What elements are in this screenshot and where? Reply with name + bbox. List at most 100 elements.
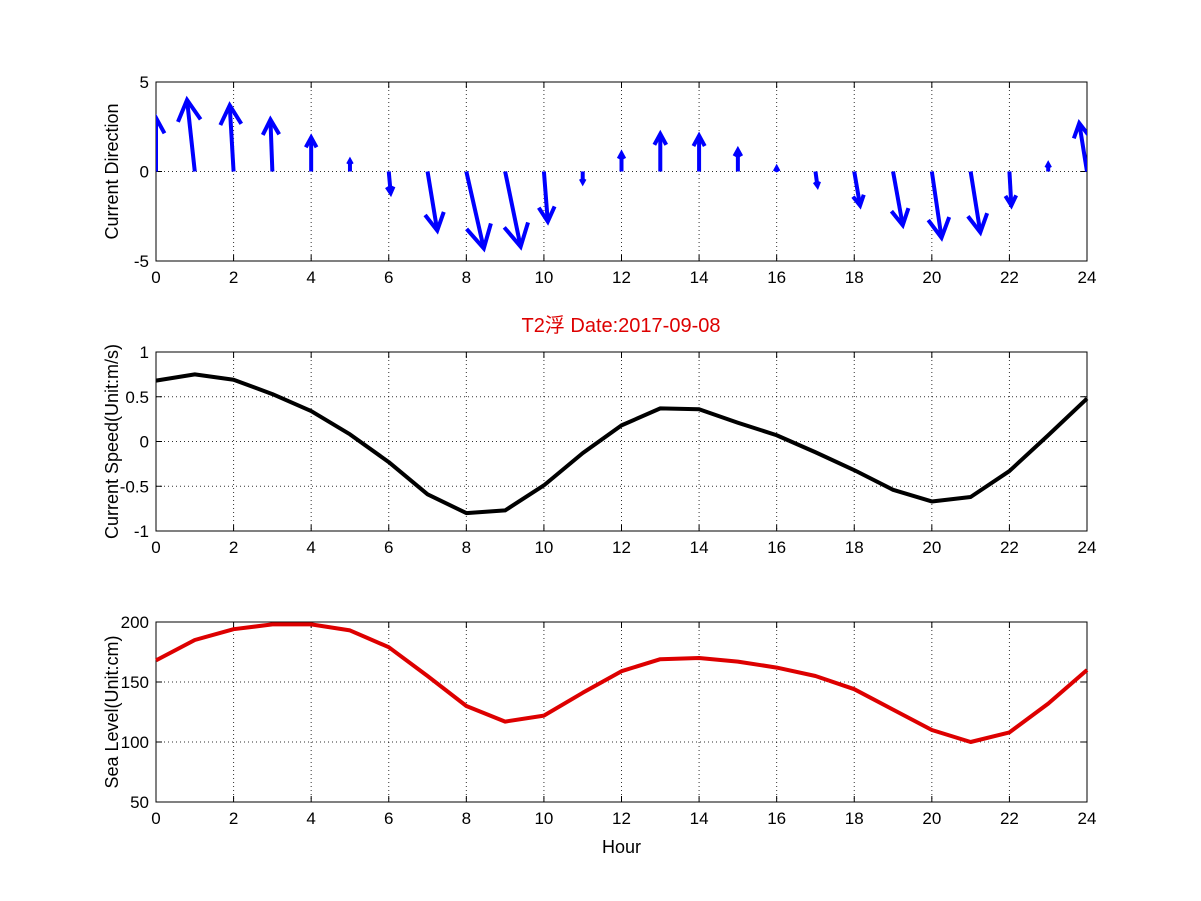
direction-y-axis-label: Current Direction <box>102 103 122 239</box>
direction-arrow <box>691 131 707 172</box>
direction-arrow <box>851 171 866 210</box>
sealevel-x-tick-label: 24 <box>1078 809 1097 828</box>
speed-x-tick-label: 6 <box>384 538 393 557</box>
direction-arrow-head <box>156 113 167 135</box>
direction-x-tick-label: 18 <box>845 268 864 287</box>
direction-x-tick-label: 2 <box>229 268 238 287</box>
sealevel-x-tick-label: 18 <box>845 809 864 828</box>
speed-y-axis-label: Current Speed(Unit:m/s) <box>102 344 122 539</box>
direction-arrow <box>966 171 990 237</box>
direction-arrow-head <box>502 221 530 251</box>
direction-arrow <box>579 171 587 187</box>
direction-arrow-shaft <box>464 171 486 249</box>
direction-arrow-shaft <box>541 171 550 222</box>
direction-arrow-head <box>176 95 203 123</box>
direction-arrow-head <box>537 205 557 226</box>
direction-arrow-head <box>346 156 354 166</box>
direction-arrow-shaft <box>1077 122 1087 172</box>
direction-arrow-shaft <box>268 119 275 172</box>
speed-x-tick-label: 16 <box>767 538 786 557</box>
sealevel-x-tick-label: 8 <box>462 809 471 828</box>
direction-arrow-shaft <box>891 171 905 226</box>
speed-x-tick-label: 14 <box>690 538 709 557</box>
speed-y-tick-label: -1 <box>134 522 149 541</box>
direction-arrow-shaft <box>929 171 944 239</box>
direction-arrow-head <box>385 185 396 198</box>
sealevel-y-tick-label: 50 <box>130 793 149 812</box>
direction-arrow <box>616 149 627 172</box>
direction-x-tick-label: 16 <box>767 268 786 287</box>
sealevel-x-tick-label: 2 <box>229 809 238 828</box>
direction-arrow <box>1003 171 1018 210</box>
direction-arrow <box>926 171 952 242</box>
direction-arrow <box>304 133 319 172</box>
direction-arrow-head <box>732 145 744 158</box>
direction-arrow <box>260 115 281 172</box>
direction-y-tick-label: -5 <box>134 252 149 271</box>
direction-y-tick-label: 5 <box>140 73 149 92</box>
direction-arrow-head <box>966 212 990 237</box>
sealevel-x-axis-label: Hour <box>602 837 641 857</box>
direction-arrow <box>812 171 821 190</box>
sealevel-x-tick-label: 4 <box>306 809 315 828</box>
speed-x-tick-label: 0 <box>151 538 160 557</box>
direction-arrow-shaft <box>968 171 983 233</box>
direction-x-tick-label: 12 <box>612 268 631 287</box>
direction-arrow-shaft <box>185 99 197 172</box>
speed-x-tick-label: 22 <box>1000 538 1019 557</box>
speed-x-tick-label: 12 <box>612 538 631 557</box>
direction-arrow-head <box>652 129 668 146</box>
direction-arrow-head <box>772 163 781 173</box>
direction-x-tick-label: 6 <box>384 268 393 287</box>
direction-arrow <box>385 171 396 198</box>
speed-x-tick-label: 8 <box>462 538 471 557</box>
direction-arrows <box>156 95 1087 253</box>
direction-arrow <box>652 129 668 172</box>
direction-arrow-head <box>889 207 911 230</box>
direction-x-tick-label: 14 <box>690 268 709 287</box>
direction-arrow <box>1044 160 1052 172</box>
direction-arrow-shaft <box>227 105 236 172</box>
sealevel-x-tick-label: 10 <box>534 809 553 828</box>
direction-arrow-head <box>304 133 319 149</box>
sealevel-x-tick-label: 6 <box>384 809 393 828</box>
direction-x-tick-label: 10 <box>534 268 553 287</box>
direction-arrow <box>502 171 530 251</box>
direction-arrow <box>772 163 781 173</box>
direction-x-tick-label: 20 <box>922 268 941 287</box>
direction-arrow <box>346 156 354 172</box>
direction-arrow <box>537 171 557 226</box>
speed-y-tick-label: 0.5 <box>125 388 149 407</box>
direction-arrow <box>464 171 493 253</box>
direction-x-tick-label: 0 <box>151 268 160 287</box>
direction-arrow-head <box>1071 119 1087 140</box>
direction-arrow-head <box>579 177 587 187</box>
direction-arrow-head <box>260 115 281 136</box>
direction-arrow <box>423 171 446 235</box>
sealevel-x-tick-label: 20 <box>922 809 941 828</box>
direction-arrow <box>732 145 744 172</box>
speed-x-tick-label: 20 <box>922 538 941 557</box>
sealevel-y-tick-label: 100 <box>121 733 149 752</box>
direction-arrow <box>1071 119 1087 172</box>
sealevel-x-tick-label: 0 <box>151 809 160 828</box>
direction-x-tick-label: 22 <box>1000 268 1019 287</box>
current-speed-panel: 0 2 4 6 8 10 12 14 16 18 20 22 24-1-0.500.51Current … <box>102 343 1096 557</box>
direction-x-tick-label: 8 <box>462 268 471 287</box>
sealevel-y-tick-label: 150 <box>121 673 149 692</box>
direction-arrow <box>218 101 244 172</box>
direction-arrow <box>176 95 203 172</box>
sealevel-y-axis-label: Sea Level(Unit:cm) <box>102 635 122 788</box>
direction-arrow-shaft <box>852 171 863 206</box>
direction-arrow-shaft <box>503 171 523 248</box>
direction-arrow-head <box>851 194 866 210</box>
speed-x-tick-label: 2 <box>229 538 238 557</box>
direction-x-tick-label: 24 <box>1078 268 1097 287</box>
direction-x-tick-label: 4 <box>306 268 315 287</box>
speed-y-tick-label: 1 <box>140 343 149 362</box>
direction-arrow-head <box>691 131 707 148</box>
speed-y-tick-label: -0.5 <box>120 477 149 496</box>
